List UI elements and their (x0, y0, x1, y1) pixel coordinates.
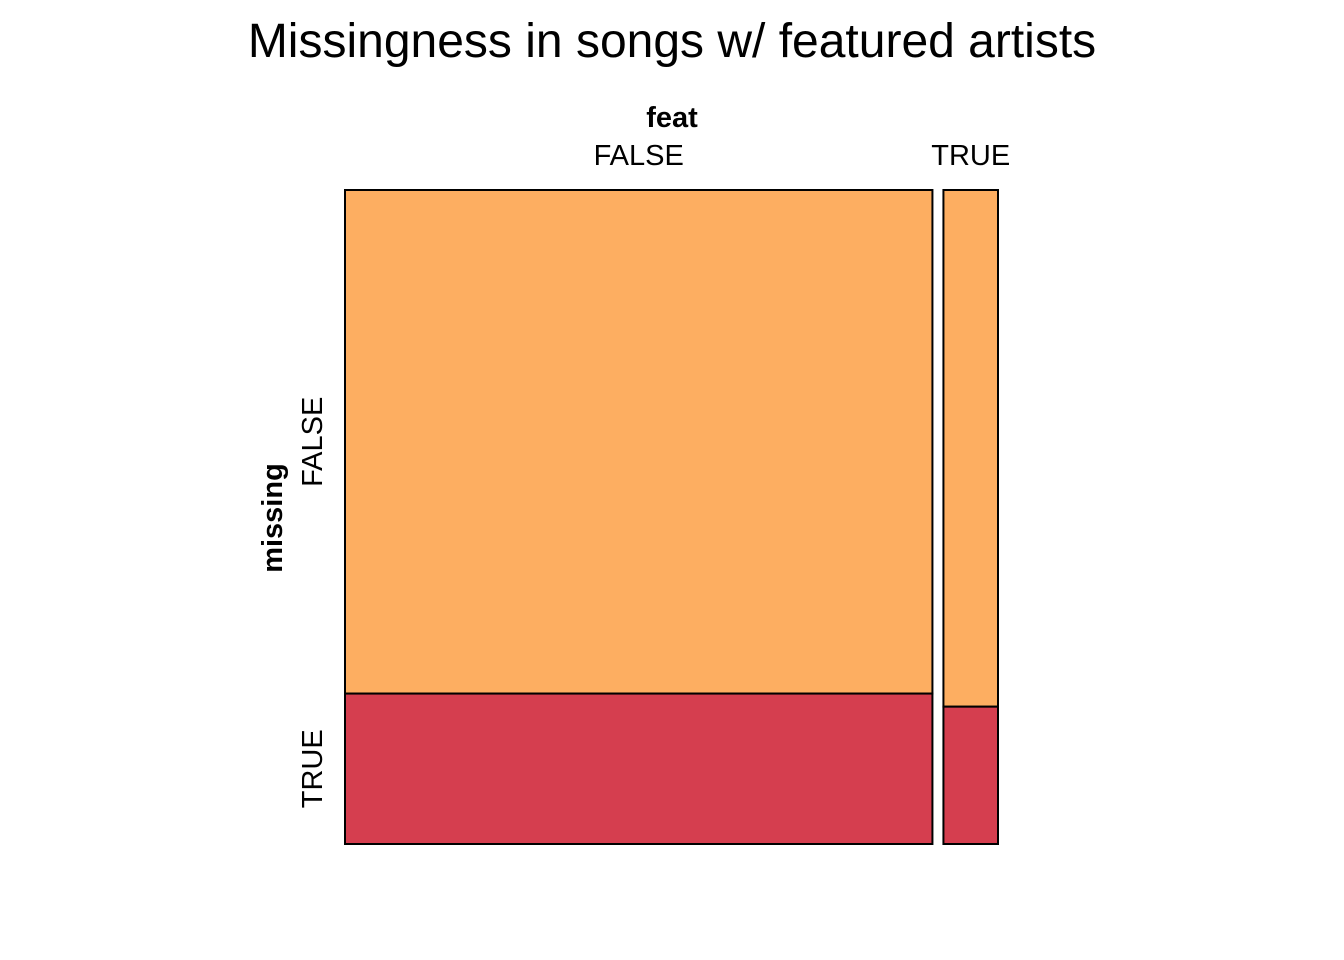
x-tick-label-true: TRUE (931, 140, 1010, 172)
x-tick-label-false: FALSE (594, 140, 684, 172)
y-tick-label-true: TRUE (297, 729, 329, 808)
mosaic-cell-feat-false-missing-true (344, 692, 934, 846)
chart-title: Missingness in songs w/ featured artists (248, 15, 1096, 68)
mosaic-cell-feat-true-missing-false (942, 189, 999, 708)
tick-labels: FALSE TRUE FALSE TRUE (297, 140, 1010, 808)
y-variable-label: missing (257, 463, 289, 573)
mosaic-cells (344, 189, 999, 846)
x-variable-label: feat (646, 102, 698, 134)
mosaic-cell-feat-true-missing-true (942, 705, 999, 845)
y-tick-label-false: FALSE (297, 397, 329, 487)
mosaic-cell-feat-false-missing-false (344, 189, 934, 695)
